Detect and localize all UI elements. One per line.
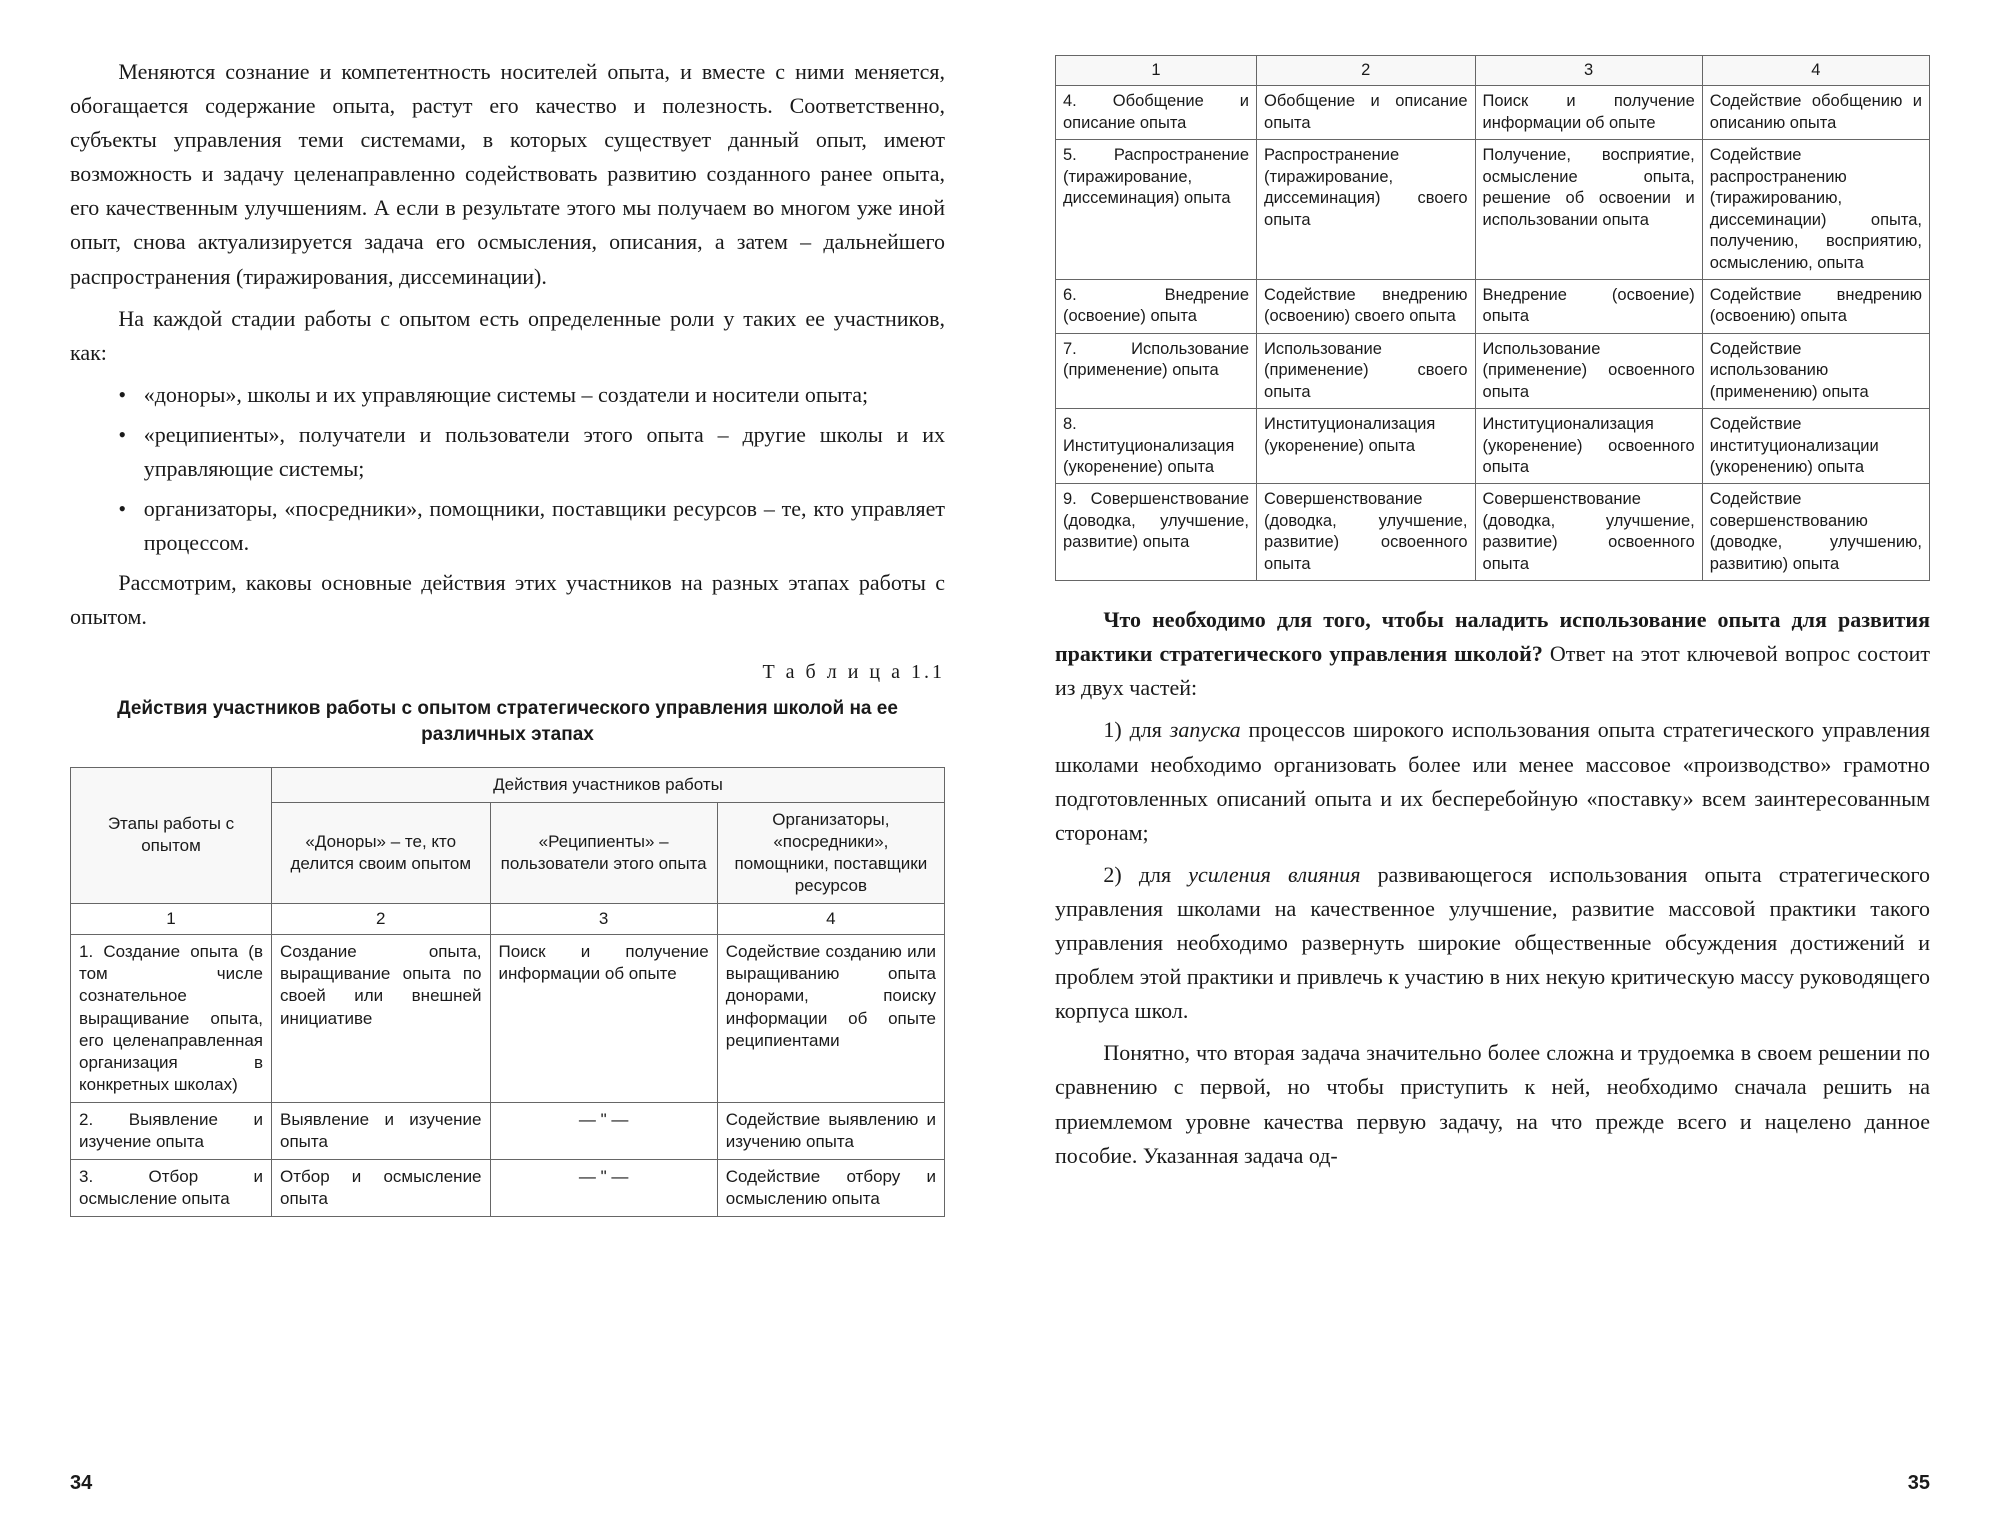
td: Внедрение (освоение) опыта [1475,279,1702,333]
page-34: Меняются сознание и компетентность носит… [0,0,1000,1530]
td: 1. Создание опыта (в том числе сознатель… [71,935,272,1103]
td: Совершенствование (доводка, улучшение, р… [1257,484,1476,581]
text: 1) для [1103,717,1169,742]
paragraph: Что необходимо для того, чтобы наладить … [1055,603,1930,705]
td: Совершенствование (доводка, улучшение, р… [1475,484,1702,581]
td: Содействие распространению (тиражировани… [1702,140,1929,280]
bullet-dot-icon: • [118,492,126,560]
italic-text: запуска [1170,717,1241,742]
td: 2 [272,904,491,935]
td: Поиск и получение информации об опыте [490,935,717,1103]
paragraph: На каждой стадии работы с опытом есть оп… [70,302,945,370]
list-item: 1) для запуска процессов широкого исполь… [1055,713,1930,849]
td: 3. Отбор и осмысление опыта [71,1160,272,1217]
td: Распространение (тиражирование, диссемин… [1257,140,1476,280]
td: Содействие внедрению (освоению) своего о… [1257,279,1476,333]
table-row: 6. Внедрение (освоение) опыта Содействие… [1056,279,1930,333]
td: Содействие внедрению (освоению) опыта [1702,279,1929,333]
td: 7. Использование (применение) опыта [1056,333,1257,408]
td: Использование (применение) освоенного оп… [1475,333,1702,408]
th-actions: Действия участников работы [272,767,945,802]
bullet-dot-icon: • [118,378,126,412]
paragraph: Понятно, что вторая задача значительно б… [1055,1036,1930,1172]
td: Содействие институционализации (укоренен… [1702,409,1929,484]
td: Содействие отбору и осмыслению опыта [717,1160,944,1217]
bullet: • «доноры», школы и их управляющие систе… [70,378,945,412]
td: 4. Обобщение и описание опыта [1056,86,1257,140]
td: 6. Внедрение (освоение) опыта [1056,279,1257,333]
td: 3 [490,904,717,935]
td: 1 [71,904,272,935]
table-row: 3. Отбор и осмысление опыта Отбор и осмы… [71,1160,945,1217]
td: Обобщение и описание опыта [1257,86,1476,140]
table-label: Т а б л и ц а 1.1 [70,661,945,684]
text: 2) для [1103,862,1188,887]
page-number: 35 [1908,1472,1930,1495]
table-row: 1 2 3 4 [1056,56,1930,86]
td: 8. Институционализация (укоренение) опыт… [1056,409,1257,484]
bullet: • «реципиенты», получатели и пользовател… [70,418,945,486]
td: Содействие использованию (применению) оп… [1702,333,1929,408]
page-35: 1 2 3 4 4. Обобщение и описание опыта Об… [1000,0,2000,1530]
table-row: 1 2 3 4 [71,904,945,935]
td: Отбор и осмысление опыта [272,1160,491,1217]
list-item: 2) для усиления влияния развивающегося и… [1055,858,1930,1028]
th: 3 [1475,56,1702,86]
td: Содействие созданию или выращиванию опыт… [717,935,944,1103]
td: 2. Выявление и изучение опыта [71,1102,272,1159]
table-row: 7. Использование (применение) опыта Испо… [1056,333,1930,408]
table-row: 8. Институционализация (укоренение) опыт… [1056,409,1930,484]
th: 2 [1257,56,1476,86]
td: Содействие выявлению и изучению опыта [717,1102,944,1159]
td: Институционализация (укоренение) опыта [1257,409,1476,484]
bullet-text: «доноры», школы и их управляющие системы… [144,378,868,412]
td: Содействие обобщению и описанию опыта [1702,86,1929,140]
td: 5. Распространение (тиражирование, диссе… [1056,140,1257,280]
th-stages: Этапы работы с опытом [71,767,272,903]
table-stages-cont: 1 2 3 4 4. Обобщение и описание опыта Об… [1055,55,1930,581]
td: — " — [490,1102,717,1159]
td: Получение, восприятие, осмысление опыта,… [1475,140,1702,280]
td: Выявление и изучение опыта [272,1102,491,1159]
italic-text: усиления влияния [1188,862,1360,887]
bullet-dot-icon: • [118,418,126,486]
table-row: 5. Распространение (тиражирование, диссе… [1056,140,1930,280]
table-caption: Действия участников работы с опытом стра… [70,696,945,749]
table-row: 9. Совершенствование (доводка, улучшение… [1056,484,1930,581]
paragraph: Меняются сознание и компетентность носит… [70,55,945,294]
table-row: 4. Обобщение и описание опыта Обобщение … [1056,86,1930,140]
page-number: 34 [70,1472,92,1495]
table-row: Этапы работы с опытом Действия участнико… [71,767,945,802]
td: Создание опыта, выращивание опыта по сво… [272,935,491,1103]
paragraph: Рассмотрим, каковы основные действия эти… [70,566,945,634]
th: 1 [1056,56,1257,86]
th: «Реципиенты» – пользователи этого опыта [490,802,717,903]
td: Институционализация (укоренение) освоенн… [1475,409,1702,484]
bullet: • организаторы, «посредники», помощники,… [70,492,945,560]
td: 4 [717,904,944,935]
th: Организаторы, «посредники», помощники, п… [717,802,944,903]
td: — " — [490,1160,717,1217]
bullet-text: организаторы, «посредники», помощники, п… [144,492,945,560]
table-stages: Этапы работы с опытом Действия участнико… [70,767,945,1218]
td: Поиск и получение информации об опыте [1475,86,1702,140]
td: Использование (применение) своего опыта [1257,333,1476,408]
table-row: 2. Выявление и изучение опыта Выявление … [71,1102,945,1159]
td: 9. Совершенствование (доводка, улучшение… [1056,484,1257,581]
bullet-text: «реципиенты», получатели и пользователи … [144,418,945,486]
th: «Доноры» – те, кто делится своим опытом [272,802,491,903]
table-row: 1. Создание опыта (в том числе сознатель… [71,935,945,1103]
td: Содействие совершенствованию (доводке, у… [1702,484,1929,581]
th: 4 [1702,56,1929,86]
